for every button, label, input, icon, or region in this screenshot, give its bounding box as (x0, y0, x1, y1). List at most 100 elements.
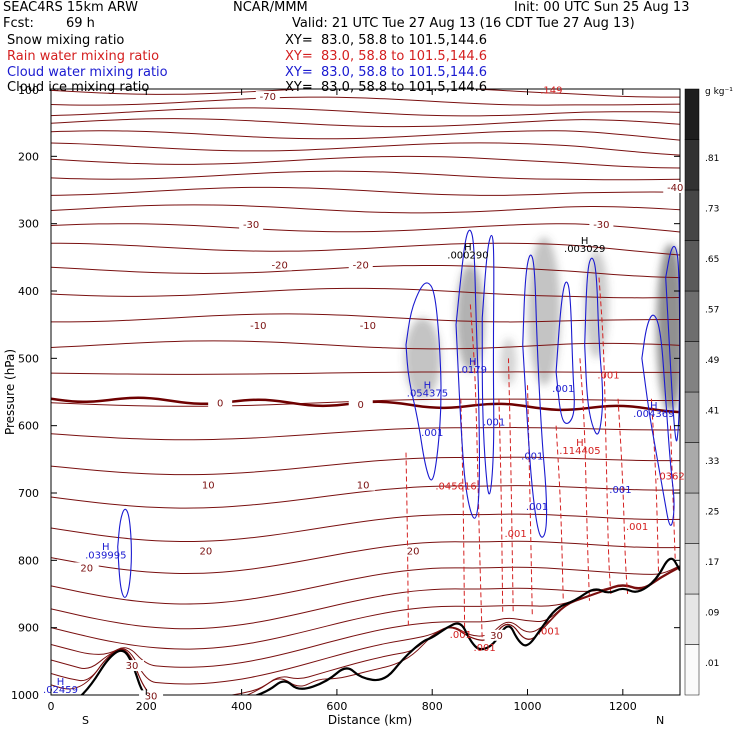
temperature-labels: -70 -40 -30 -30 -20 -20 -10 -10 0 0 10 10 20 20 20 30 30… (74, 91, 688, 702)
plot-frame (50, 88, 681, 696)
colorbar-swatch (684, 644, 700, 696)
y-tick-label: 200 (18, 150, 39, 163)
contour-annotation: .114405 (559, 446, 600, 457)
x-axis-label: Distance (km) (328, 713, 412, 727)
temperature-label: -20 (272, 260, 288, 271)
colorbar-label: .81 (705, 154, 719, 164)
legend-cloud-name: Cloud water mixing ratio (7, 65, 168, 80)
label-bg (246, 320, 271, 332)
colorbar-label: .33 (705, 457, 719, 467)
rain-water-contour (527, 385, 533, 615)
legend-ice-name: Cloud ice mixing ratio (7, 80, 150, 95)
temperature-label: 20 (80, 563, 93, 574)
label-bg (196, 479, 221, 491)
isotherm (51, 371, 680, 375)
colorbar-label: .65 (705, 255, 719, 265)
contour-annotation: .001 (626, 522, 648, 533)
temperature-label: -10 (250, 321, 266, 332)
contour-annotation: .0362 (656, 472, 685, 483)
colorbar-label: .09 (705, 609, 720, 619)
colorbar-swatch (684, 543, 700, 595)
contour-annotation: .001 (504, 529, 526, 540)
contour-annotation: .001 (421, 428, 443, 439)
x-tick-label: 600 (326, 700, 347, 713)
x-tick-label: 0 (48, 700, 55, 713)
label-bg (74, 562, 99, 574)
temperature-label: -40 (667, 183, 683, 194)
y-tick-label: 400 (18, 285, 39, 298)
isotherm (51, 170, 680, 181)
label-bg (267, 259, 292, 271)
isotherm (51, 427, 680, 441)
contour-annotation: .001 (609, 485, 631, 496)
x-axis: 0 200 400 600 800 1000 1200 (48, 89, 637, 713)
colorbar-label: .17 (705, 558, 719, 568)
contour-annotation: H (464, 243, 472, 254)
isotherm (51, 540, 680, 574)
y-tick-label: 800 (18, 554, 39, 567)
label-bg (589, 219, 614, 231)
cloud-water-contour (522, 254, 548, 538)
contour-annotation: H (576, 438, 584, 449)
colorbar-swatch (684, 492, 700, 544)
label-bg (355, 320, 380, 332)
label-bg (351, 479, 376, 491)
temperature-label: 0 (358, 400, 364, 411)
legend-rain-xy: XY= 83.0, 58.8 to 101.5,144.6 (285, 49, 488, 64)
temperature-label: 10 (357, 481, 370, 492)
isotherm (51, 223, 680, 233)
contour-annotation: .000290 (447, 251, 488, 262)
temperature-label: -30 (243, 220, 259, 231)
isotherm (51, 107, 680, 117)
colorbar-swatch (684, 139, 700, 191)
label-bg (193, 545, 218, 557)
temperature-label: 30 (490, 631, 503, 642)
contour-annotation: H (102, 542, 110, 553)
label-bg (484, 629, 509, 641)
org-name: NCAR/MMM (233, 0, 308, 15)
contour-annotation: .02459 (43, 685, 78, 696)
y-tick-label: 500 (18, 352, 39, 365)
contour-annotations: H.000290H.003029H.054375H.0179.001.001.0… (43, 86, 685, 696)
contour-annotation: H (424, 381, 432, 392)
isotherm (51, 242, 680, 256)
init-time: Init: 00 UTC Sun 25 Aug 13 (514, 0, 690, 15)
y-tick-label: 700 (18, 487, 39, 500)
ice-shading (404, 237, 680, 413)
south-endpoint-label: S (82, 714, 89, 727)
contour-annotation: .003029 (564, 244, 605, 255)
rain-water-contour (617, 398, 629, 595)
y-tick-label: 900 (18, 622, 39, 635)
isotherm (51, 96, 680, 106)
contour-annotation: H (581, 236, 589, 247)
colorbar-label: .25 (705, 508, 719, 518)
label-bg (139, 690, 164, 702)
colorbar-swatch (684, 88, 700, 140)
colorbar-swatch (684, 593, 700, 645)
contour-annotation: .001 (473, 643, 495, 654)
isotherm (51, 130, 680, 141)
rain-water-contour (507, 358, 514, 615)
contour-annotation: H (650, 401, 658, 412)
contour-annotation: .0179 (458, 365, 487, 376)
y-tick-label: 1000 (11, 689, 39, 702)
rain-water-contour (498, 398, 504, 615)
isotherm (51, 287, 680, 299)
colorbar-swatch (684, 240, 700, 292)
isotherm (51, 89, 680, 98)
colorbar: .01 .09 .17 .25 .33 .41 .49 .57 .65 .73 .81 (684, 88, 720, 696)
temperature-contours (51, 89, 680, 695)
cloud-water-contour (481, 234, 495, 495)
temperature-label: -10 (360, 321, 376, 332)
colorbar-swatch (684, 290, 700, 342)
contour-annotation: .001 (552, 384, 574, 395)
label-bg (120, 660, 145, 672)
terrain (80, 557, 680, 695)
contour-annotation: .004369 (633, 409, 674, 420)
x-tick-label: 800 (422, 700, 443, 713)
contour-annotation: .039995 (85, 550, 126, 561)
isotherm (51, 485, 680, 509)
legend-snow-xy: XY= 83.0, 58.8 to 101.5,144.6 (285, 33, 488, 48)
isotherm (51, 142, 680, 156)
cloud-water-contour (584, 257, 604, 435)
